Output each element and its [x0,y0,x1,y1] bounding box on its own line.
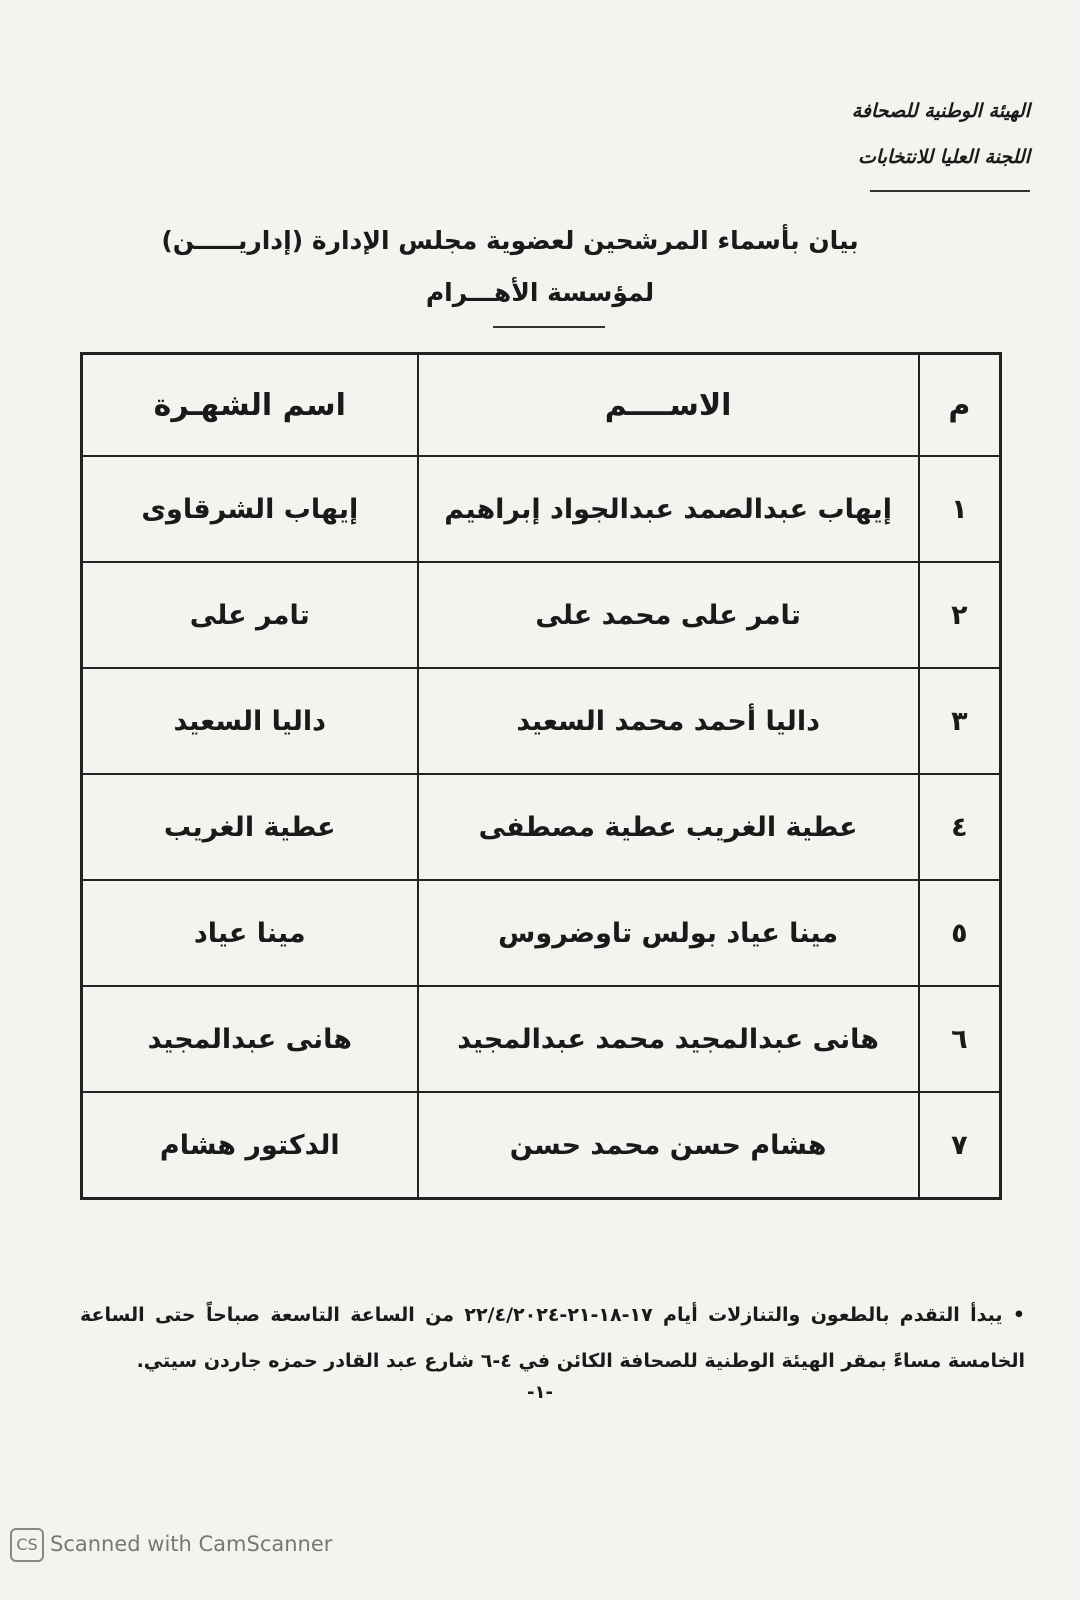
table-cell: عطية الغريب [80,773,419,881]
table-cell: تامر على [80,561,419,669]
table-cell: داليا السعيد [80,667,419,775]
table-cell: عطية الغريب عطية مصطفى [416,773,920,881]
table-cell: ٥ [917,879,1002,987]
table-cell: داليا أحمد محمد السعيد [416,667,920,775]
scanner-logo: CS [10,1528,44,1562]
table-row: ٣ داليا أحمد محمد السعيد داليا السعيد [80,667,1002,775]
table-cell: مينا عياد بولس تاوضروس [416,879,920,987]
page-number: -١- [527,1382,553,1403]
table-cell: ٢ [917,561,1002,669]
scanner-footer: CS Scanned with CamScanner [10,1528,332,1562]
header: الهيئة الوطنية للصحافة اللجنة العليا للا… [852,88,1030,180]
column-header: الاســــم [416,352,920,457]
table-row: ٤ عطية الغريب عطية مصطفى عطية الغريب [80,773,1002,881]
footer-text: Scanned with CamScanner [50,1532,333,1556]
table-cell: هانى عبدالمجيد [80,985,419,1093]
table-cell: ٧ [917,1091,1002,1200]
table-cell: ١ [917,455,1002,563]
column-header: م [917,352,1002,457]
table-cell: إيهاب الشرقاوى [80,455,419,563]
table-body: ١ إيهاب عبدالصمد عبدالجواد إبراهيم إيهاب ا… [80,455,1002,1200]
header-line: اللجنة العليا للانتخابات [858,146,1030,168]
table-cell: هشام حسن محمد حسن [416,1091,920,1200]
table-cell: مينا عياد [80,879,419,987]
table-row: ٥ مينا عياد بولس تاوضروس مينا عياد [80,879,1002,987]
header-row: م الاســــم اسم الشهـرة [80,352,1002,457]
table-cell: إيهاب عبدالصمد عبدالجواد إبراهيم [416,455,920,563]
header-line: الهيئة الوطنية للصحافة [851,100,1030,122]
table-row: ٢ تامر على محمد على تامر على [80,561,1002,669]
table-cell: ٤ [917,773,1002,881]
note-text: يبدأ التقدم بالطعون والتنازلات أيام ١٧-١… [80,1304,1025,1372]
table-cell: تامر على محمد على [416,561,920,669]
subtitle: لمؤسسة الأهـــرام [425,278,655,307]
table-cell: هانى عبدالمجيد محمد عبدالمجيد [416,985,920,1093]
subtitle-rule [493,326,605,328]
table-cell: ٣ [917,667,1002,775]
table-row: ١ إيهاب عبدالصمد عبدالجواد إبراهيم إيهاب ا… [80,455,1002,563]
table-row: ٧ هشام حسن محمد حسن الدكتور هشام [80,1091,1002,1200]
header-rule [870,190,1030,192]
note: • يبدأ التقدم بالطعون والتنازلات أيام ١٧… [80,1304,1025,1372]
table-cell: الدكتور هشام [80,1091,419,1200]
title: بيان بأسماء المرشحين لعضوية مجلس الإدارة… [161,226,859,255]
candidates-table: م الاســــم اسم الشهـرة ١ إيهاب عبدالصمد عب… [80,352,1002,1200]
table-row: ٦ هانى عبدالمجيد محمد عبدالمجيد هانى عبدال… [80,985,1002,1093]
column-header: اسم الشهـرة [80,352,419,457]
table-cell: ٦ [917,985,1002,1093]
